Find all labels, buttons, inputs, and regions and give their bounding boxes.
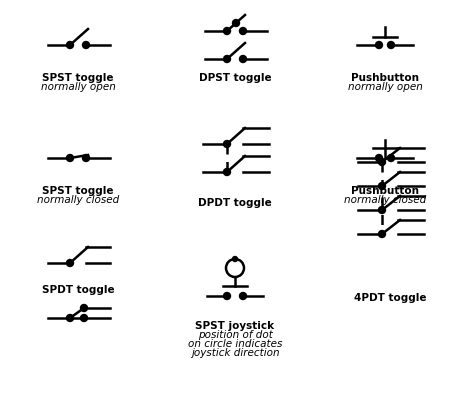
Circle shape xyxy=(379,206,385,213)
Text: on circle indicates: on circle indicates xyxy=(188,339,282,349)
Text: joystick direction: joystick direction xyxy=(191,348,279,358)
Circle shape xyxy=(66,154,73,162)
Text: SPDT toggle: SPDT toggle xyxy=(42,285,114,295)
Circle shape xyxy=(224,55,230,62)
Text: Pushbutton: Pushbutton xyxy=(351,73,419,83)
Text: normally open: normally open xyxy=(347,82,422,92)
Circle shape xyxy=(239,55,246,62)
Text: normally open: normally open xyxy=(41,82,116,92)
Text: normally closed: normally closed xyxy=(344,195,426,205)
Circle shape xyxy=(379,158,385,165)
Circle shape xyxy=(66,42,73,48)
Circle shape xyxy=(388,154,394,162)
Text: normally closed: normally closed xyxy=(37,195,119,205)
Circle shape xyxy=(239,28,246,35)
Circle shape xyxy=(375,42,383,48)
Circle shape xyxy=(66,259,73,266)
Circle shape xyxy=(233,257,237,261)
Circle shape xyxy=(66,314,73,321)
Circle shape xyxy=(379,182,385,189)
Text: DPST toggle: DPST toggle xyxy=(199,73,271,83)
Circle shape xyxy=(81,314,88,321)
Circle shape xyxy=(224,292,230,299)
Circle shape xyxy=(224,141,230,147)
Text: 4PDT toggle: 4PDT toggle xyxy=(354,293,426,303)
Circle shape xyxy=(239,292,246,299)
Text: SPST toggle: SPST toggle xyxy=(42,73,114,83)
Circle shape xyxy=(224,28,230,35)
Circle shape xyxy=(81,305,88,312)
Text: DPDT toggle: DPDT toggle xyxy=(198,198,272,208)
Circle shape xyxy=(233,20,239,26)
Circle shape xyxy=(82,154,90,162)
Circle shape xyxy=(224,169,230,176)
Circle shape xyxy=(82,42,90,48)
Text: SPST toggle: SPST toggle xyxy=(42,186,114,196)
Circle shape xyxy=(388,42,394,48)
Circle shape xyxy=(375,154,383,162)
Text: position of dot: position of dot xyxy=(198,330,273,340)
Circle shape xyxy=(379,231,385,237)
Text: Pushbutton: Pushbutton xyxy=(351,186,419,196)
Text: SPST joystick: SPST joystick xyxy=(195,321,274,331)
